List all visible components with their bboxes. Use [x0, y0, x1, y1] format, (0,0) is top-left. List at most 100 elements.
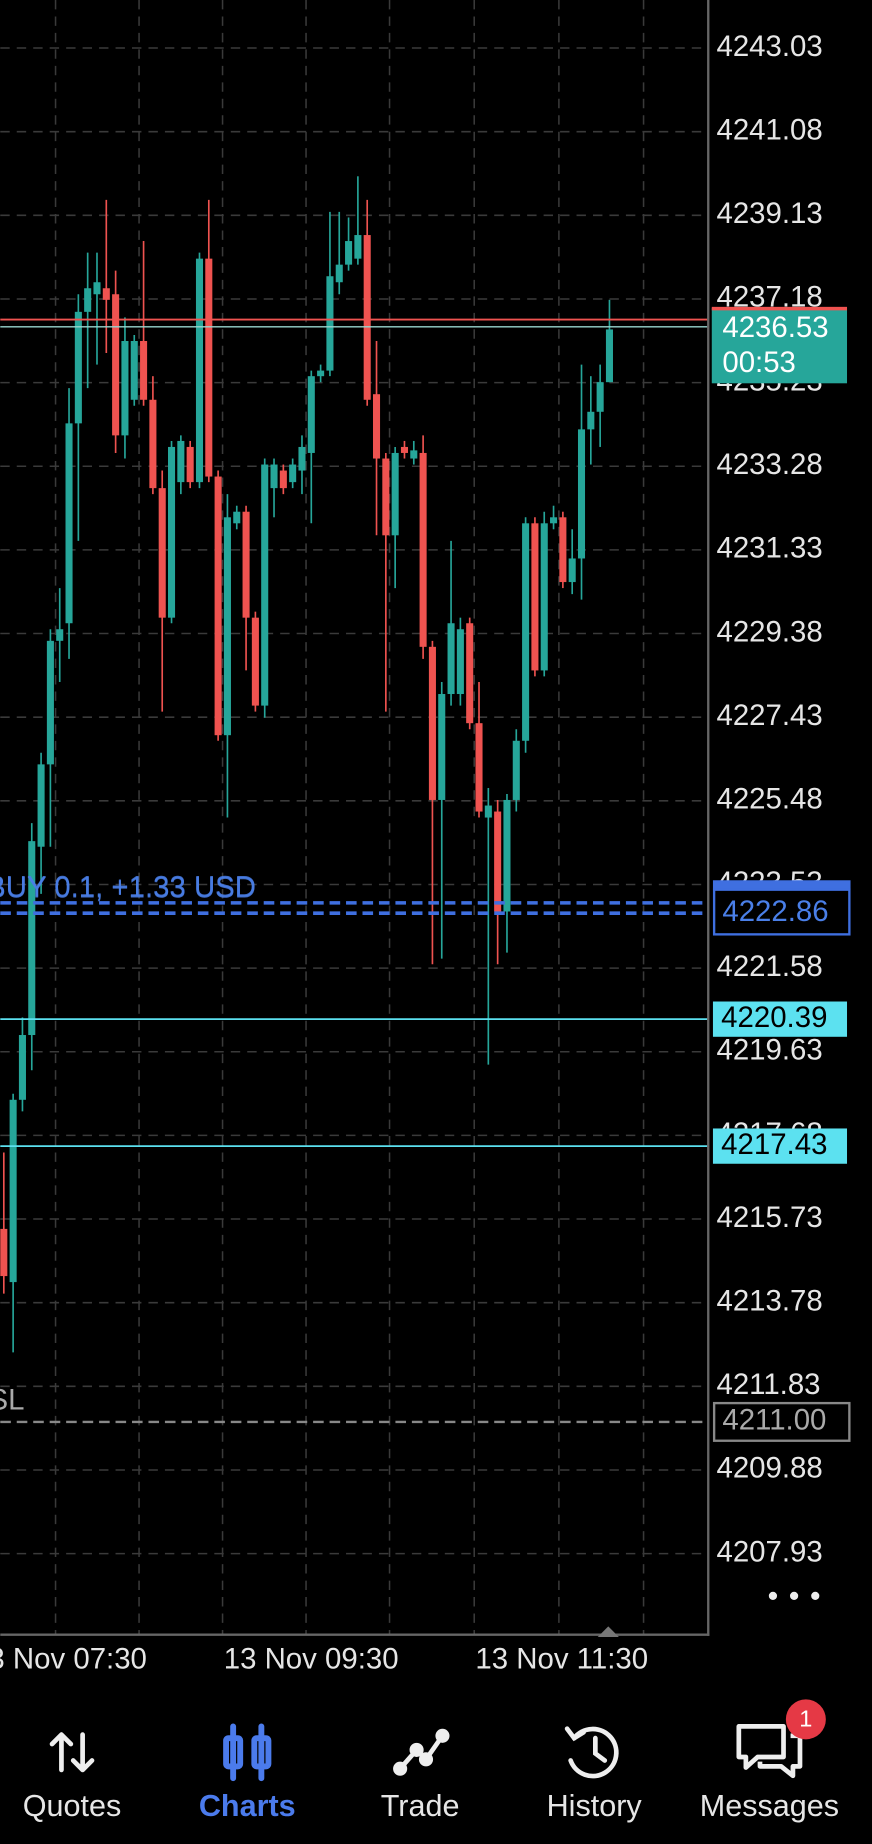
history-icon[interactable] — [564, 1726, 619, 1779]
level-box — [712, 1128, 848, 1164]
candle-body — [177, 440, 185, 483]
candle-body — [102, 288, 110, 300]
candle-body — [130, 341, 138, 400]
candle-body — [382, 458, 390, 536]
level-price: 4217.43 — [721, 1128, 827, 1161]
candle-body — [307, 376, 315, 453]
candle-body — [559, 517, 567, 583]
candle-body — [596, 382, 604, 412]
candle-body — [317, 370, 325, 377]
candle-body — [46, 640, 54, 765]
nav-label[interactable]: Quotes — [23, 1789, 122, 1823]
candle-body — [447, 623, 455, 695]
position-price-box — [712, 888, 851, 936]
candle-body — [391, 452, 399, 536]
trade-icon[interactable] — [393, 1728, 450, 1776]
badge-count: 1 — [799, 1706, 812, 1732]
x-tick-label: 13 Nov 09:30 — [224, 1642, 399, 1675]
candle-body — [233, 511, 241, 524]
more-menu[interactable] — [768, 1591, 820, 1600]
candle-body — [540, 523, 548, 671]
shift-marker — [597, 1626, 619, 1638]
nav-label[interactable]: Trade — [381, 1789, 460, 1823]
candle-body — [223, 517, 231, 736]
y-tick-label: 4241.08 — [716, 113, 822, 146]
y-tick-label: 4221.58 — [716, 950, 822, 983]
candle-body — [456, 629, 464, 695]
candle-body — [484, 805, 492, 818]
candle-body — [428, 646, 436, 800]
candle-body — [9, 1099, 17, 1283]
candle-body — [522, 523, 530, 741]
chart: 4243.034241.084239.134237.184235.234233.… — [0, 0, 823, 1675]
candle-body — [242, 511, 250, 618]
y-tick-label: 4229.38 — [716, 615, 822, 648]
candle-body — [74, 311, 82, 424]
candle-body — [345, 241, 353, 265]
candle-body — [466, 623, 474, 724]
candle-body — [84, 288, 92, 312]
x-tick-label: 13 Nov 11:30 — [475, 1642, 648, 1675]
y-tick-label: 4213.78 — [716, 1284, 822, 1317]
candle-body — [605, 329, 613, 383]
candle-body — [0, 1228, 8, 1277]
candle-body — [550, 517, 558, 524]
candle-body — [195, 258, 204, 483]
charts-icon[interactable] — [223, 1723, 272, 1782]
candle-body — [37, 764, 45, 847]
y-tick-label: 4239.13 — [716, 197, 822, 230]
candle-body — [28, 841, 36, 1036]
position-label: BUY 0.1, +1.33 USD — [0, 871, 256, 904]
candle-body — [419, 452, 427, 647]
candle-body — [298, 446, 306, 471]
candle-body — [363, 235, 371, 400]
y-tick-label: 4227.43 — [716, 699, 822, 732]
badge — [785, 1699, 826, 1740]
sl-box — [712, 1401, 851, 1442]
candle-body — [186, 446, 194, 483]
candle-body — [112, 294, 120, 436]
candle-body — [354, 235, 362, 259]
y-tick-label: 4243.03 — [716, 30, 822, 63]
nav-icons — [49, 1699, 826, 1782]
y-tick-label: 4225.48 — [716, 783, 822, 816]
bid-box — [711, 308, 848, 384]
candle-body — [587, 411, 595, 430]
nav-label[interactable]: History — [547, 1789, 643, 1823]
position-price-top — [712, 880, 851, 890]
y-tick-label: 4209.88 — [716, 1452, 822, 1485]
x-tick-label: 13 Nov 07:30 — [0, 1642, 147, 1675]
candle-body — [251, 617, 259, 706]
candle-body — [93, 282, 101, 295]
y-tick-label: 4215.73 — [716, 1201, 822, 1234]
candle-body — [205, 258, 213, 477]
candle-body — [410, 450, 418, 459]
candle-body — [475, 723, 483, 812]
candle-body — [503, 799, 511, 912]
nav-label[interactable]: Charts — [199, 1789, 296, 1823]
candle-body — [577, 429, 586, 559]
candle-body — [494, 811, 502, 912]
candle-body — [121, 341, 129, 436]
y-tick-label: 4219.63 — [716, 1034, 822, 1067]
candle-body — [261, 464, 269, 706]
nav-label[interactable]: Messages — [700, 1789, 839, 1823]
candle-body — [289, 464, 297, 483]
candle-body — [214, 476, 222, 736]
candle-body — [438, 694, 446, 800]
candle-body — [326, 276, 334, 371]
level-box — [712, 1001, 848, 1037]
position-label: BUY 0.1, +1.33 USD — [0, 871, 256, 904]
level-price: 4220.39 — [721, 1001, 827, 1034]
quotes-icon[interactable] — [49, 1732, 95, 1773]
y-tick-label: 4233.28 — [716, 448, 822, 481]
sl-label: SL — [0, 1384, 24, 1417]
candle-body — [372, 394, 381, 459]
messages-icon[interactable] — [736, 1724, 803, 1779]
y-tick-label: 4231.33 — [716, 532, 822, 565]
candle-body — [56, 629, 64, 641]
y-tick-label: 4207.93 — [716, 1535, 822, 1568]
bid-timer: 00:53 — [722, 346, 796, 379]
